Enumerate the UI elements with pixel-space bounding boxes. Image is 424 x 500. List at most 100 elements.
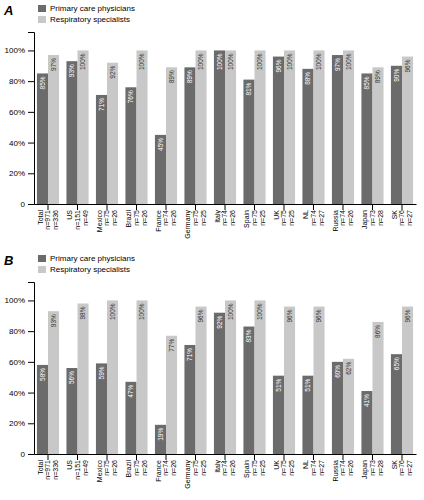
data-label: 85% [363, 76, 370, 89]
bar [391, 66, 402, 204]
bar [214, 313, 225, 454]
bar [284, 307, 295, 454]
bar [155, 425, 166, 454]
tick-label-line: n=25 [288, 460, 295, 476]
data-label: 96% [315, 309, 322, 322]
tick-label-line: n=74 [162, 460, 169, 476]
data-label: 76% [127, 90, 134, 103]
tick: UKn=75n=25 [273, 454, 295, 476]
bar [361, 73, 372, 204]
bar [78, 304, 89, 455]
bar [391, 354, 402, 454]
data-label: 100% [256, 53, 263, 70]
tick-label-line: n=28 [377, 460, 384, 476]
tick-label-line: n=25 [200, 210, 207, 226]
data-label: 100% [227, 53, 234, 70]
tick-label: UKn=75n=25 [273, 210, 295, 226]
bars [37, 300, 413, 454]
tick-mark [28, 81, 34, 82]
bar [196, 50, 207, 204]
bar [225, 300, 236, 454]
tick-label-line: n=336 [52, 210, 59, 230]
bar [137, 300, 148, 454]
tick-label-line: n=74 [339, 210, 346, 226]
bar [273, 376, 284, 454]
data-label: 89% [374, 70, 381, 83]
legend: Primary care physiciansRespiratory speci… [38, 254, 135, 274]
tick-label-line: n=26 [111, 460, 118, 476]
bar [137, 50, 148, 204]
tick-label: 80% [9, 77, 25, 86]
tick: USn=151n=49 [66, 204, 88, 230]
tick-mark [28, 362, 34, 363]
tick-label: Russian=74n=26 [332, 460, 354, 482]
tick-label-line: Total [37, 460, 44, 475]
tick: NLn=74n=27 [302, 454, 324, 476]
bar [243, 80, 254, 204]
data-label: 89% [186, 70, 193, 83]
tick-label-line: n=75 [103, 460, 110, 476]
data-label: 51% [304, 378, 311, 391]
tick-label-line: n=25 [200, 460, 207, 476]
tick-mark [372, 454, 373, 460]
bar [184, 67, 195, 204]
tick-label-line: n=74 [310, 210, 317, 226]
data-label: 96% [197, 309, 204, 322]
tick-label-line: Russia [332, 460, 339, 482]
tick-label-line: France [155, 460, 162, 482]
data-label: 90% [393, 69, 400, 82]
legend-item: Primary care physicians [38, 4, 135, 13]
bar [37, 73, 48, 204]
tick: Germanyn=75n=25 [184, 454, 206, 489]
tick: Russian=74n=26 [332, 204, 354, 231]
tick-label-line: NL [302, 460, 309, 469]
tick-label-line: Total [37, 210, 44, 225]
tick: 100% [5, 46, 34, 55]
bar [166, 336, 177, 454]
legend-label: Respiratory specialists [50, 15, 130, 24]
tick-label: 40% [9, 139, 25, 148]
tick: Spainn=75n=25 [243, 204, 265, 228]
legend-item: Respiratory specialists [38, 15, 130, 24]
bar [96, 363, 107, 454]
bar [284, 50, 295, 204]
tick-label-line: n=75 [280, 210, 287, 226]
tick-mark [225, 204, 226, 210]
tick-mark [28, 331, 34, 332]
bar [155, 135, 166, 204]
data-label: 93% [68, 64, 75, 77]
tick-label-line: n=74 [221, 460, 228, 476]
data-label: 98% [79, 306, 86, 319]
bars [37, 50, 413, 204]
tick-label-line: n=27 [318, 210, 325, 226]
tick-label-line: n=75 [251, 460, 258, 476]
legend: Primary care physicians Respiratory speci… [38, 4, 135, 24]
bar [107, 63, 118, 204]
tick-mark [401, 454, 402, 460]
data-label: 65% [393, 357, 400, 370]
tick: Mexicon=75n=26 [96, 204, 118, 232]
tick-mark [136, 454, 137, 460]
data-label: 45% [157, 138, 164, 151]
bar [273, 57, 284, 204]
tick-label-line: NL [302, 210, 309, 219]
bar [184, 345, 195, 454]
tick-mark [342, 204, 343, 210]
tick-mark [28, 143, 34, 144]
tick-label: Italyn=74n=26 [214, 460, 236, 476]
data-label: 83% [245, 329, 252, 342]
tick-label-line: n=25 [259, 210, 266, 226]
tick-label-line: n=27 [406, 460, 413, 476]
tick-label: Totaln=971n=336 [37, 210, 59, 230]
tick-label-line: n=75 [133, 210, 140, 226]
x-axis: Totaln=971n=336USn=151n=49Mexicon=75n=26… [35, 454, 417, 489]
tick: Germanyn=75n=25 [184, 204, 206, 239]
tick-mark [166, 204, 167, 210]
tick: 40% [9, 389, 34, 398]
tick-label-line: n=75 [251, 210, 258, 226]
bar [107, 300, 118, 454]
data-label: 85% [39, 76, 46, 89]
tick-label: Japann=73n=28 [361, 460, 383, 479]
data-label: 100% [138, 53, 145, 70]
tick-label-line: UK [273, 210, 280, 220]
